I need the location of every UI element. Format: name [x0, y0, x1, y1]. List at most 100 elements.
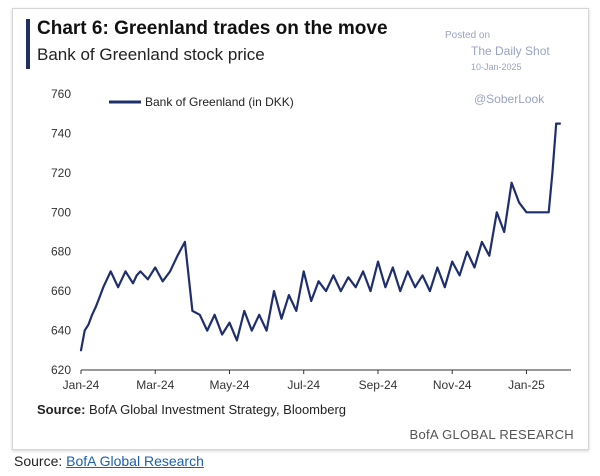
data-point: [154, 266, 157, 269]
brand-label: BofA GLOBAL RESEARCH: [409, 427, 574, 442]
y-tick-label: 740: [51, 126, 71, 140]
x-tick-label: Sep-24: [359, 378, 398, 392]
data-point: [91, 313, 94, 316]
data-point: [102, 286, 105, 289]
chart-title: Chart 6: Greenland trades on the move: [37, 18, 388, 39]
data-point: [258, 313, 261, 316]
data-point: [176, 254, 179, 257]
watermark-publication: The Daily Shot: [471, 44, 550, 58]
data-point: [362, 270, 365, 273]
data-point: [384, 286, 387, 289]
data-point: [117, 286, 120, 289]
data-point: [532, 211, 535, 214]
data-point: [495, 211, 498, 214]
data-point: [473, 266, 476, 269]
data-point: [265, 329, 268, 332]
data-point: [325, 290, 327, 293]
data-point: [228, 321, 231, 324]
series-line: [79, 122, 562, 352]
data-point: [525, 211, 528, 214]
data-point: [287, 294, 290, 296]
data-point: [94, 306, 97, 308]
y-tick-label: 660: [51, 284, 71, 298]
data-point: [206, 329, 209, 332]
data-point: [80, 349, 82, 352]
data-point: [139, 270, 142, 273]
data-point: [302, 270, 305, 273]
data-point: [481, 240, 483, 243]
y-tick-label: 760: [51, 87, 71, 101]
data-point: [146, 278, 149, 281]
data-point: [273, 290, 275, 293]
title-accent-bar: [26, 19, 30, 69]
data-point: [540, 211, 543, 214]
data-point: [377, 260, 379, 263]
data-point: [347, 276, 350, 279]
x-tick-label: May-24: [209, 378, 249, 392]
data-point: [98, 296, 101, 298]
data-point: [391, 266, 394, 269]
data-point: [198, 313, 201, 316]
data-point: [414, 286, 416, 289]
source-line: Source: BofA Global Investment Strategy,…: [37, 402, 346, 417]
data-point: [213, 313, 216, 316]
data-point: [132, 282, 134, 285]
data-point: [555, 122, 558, 125]
data-point: [221, 333, 223, 336]
data-point: [332, 274, 335, 277]
data-point: [310, 300, 313, 302]
chart-card: Chart 6: Greenland trades on the move Ba…: [12, 8, 589, 450]
data-point: [87, 323, 90, 326]
data-point: [280, 317, 283, 320]
x-tick-label: Nov-24: [433, 378, 472, 392]
source-link[interactable]: BofA Global Research: [66, 453, 204, 469]
data-point: [169, 270, 171, 273]
chart-subtitle: Bank of Greenland stock price: [37, 45, 265, 64]
data-point: [339, 290, 342, 293]
x-tick-label: Mar-24: [136, 378, 174, 392]
page-source: Source: BofA Global Research: [14, 453, 204, 469]
line-chart: 620 640 660 680 700 720 740 760 Jan-24 Mar-24 May-…: [51, 87, 571, 392]
data-point: [406, 270, 409, 273]
data-point: [551, 171, 554, 174]
data-point: [488, 254, 491, 257]
data-point: [109, 270, 112, 273]
page-source-label: Source:: [14, 453, 63, 469]
data-point: [421, 274, 424, 277]
data-point: [536, 211, 539, 214]
watermark-handle: @SoberLook: [474, 92, 545, 106]
y-tick-label: 680: [51, 245, 71, 259]
data-point: [510, 181, 513, 184]
data-point: [443, 286, 446, 289]
data-point: [544, 211, 546, 214]
source-label: Source:: [37, 402, 86, 417]
source-text: BofA Global Investment Strategy, Bloombe…: [89, 402, 347, 417]
data-point: [518, 201, 520, 204]
x-tick-label: Jan-25: [508, 378, 545, 392]
data-point: [399, 290, 402, 293]
data-point: [458, 274, 461, 277]
data-point: [436, 266, 439, 269]
data-point: [135, 274, 138, 277]
data-point: [558, 122, 561, 125]
data-point: [369, 290, 372, 293]
data-point: [250, 329, 253, 332]
x-tick-label: Jul-24: [287, 378, 320, 392]
watermark-posted: Posted on: [445, 30, 491, 41]
y-tick-label: 620: [51, 363, 71, 377]
watermark-date: 10-Jan-2025: [471, 62, 522, 72]
data-point: [466, 250, 468, 253]
data-point: [191, 309, 194, 312]
data-point: [236, 339, 238, 342]
y-tick-label: 640: [51, 324, 71, 338]
data-point: [317, 280, 320, 283]
data-point: [124, 270, 127, 273]
data-point: [354, 286, 357, 289]
y-tick-label: 720: [51, 166, 71, 180]
data-point: [243, 309, 246, 312]
data-point: [547, 211, 550, 214]
y-tick-label: 700: [51, 205, 71, 219]
data-point: [429, 290, 431, 293]
data-point: [161, 280, 164, 283]
x-tick-label: Jan-24: [63, 378, 100, 392]
